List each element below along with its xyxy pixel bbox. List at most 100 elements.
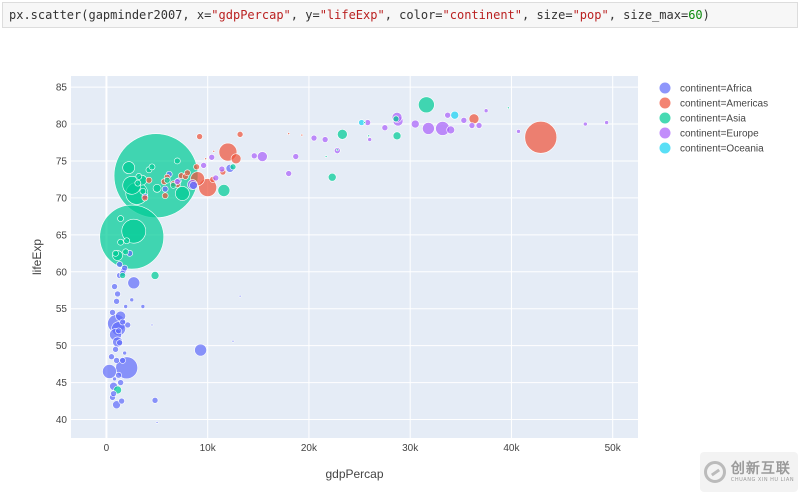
data-point[interactable] xyxy=(324,155,328,158)
data-point[interactable] xyxy=(335,148,339,152)
data-point[interactable] xyxy=(151,397,159,404)
data-point[interactable] xyxy=(422,122,435,135)
data-point[interactable] xyxy=(218,165,226,173)
data-point[interactable] xyxy=(112,346,119,353)
data-point[interactable] xyxy=(229,163,237,171)
data-point[interactable] xyxy=(118,397,125,405)
data-point[interactable] xyxy=(392,131,402,141)
data-point[interactable] xyxy=(193,163,200,171)
legend-label[interactable]: continent=Europe xyxy=(680,129,759,140)
data-point[interactable] xyxy=(418,96,435,114)
legend-marker[interactable] xyxy=(659,112,671,124)
data-point[interactable] xyxy=(321,136,329,143)
data-point[interactable] xyxy=(327,172,337,182)
data-point[interactable] xyxy=(257,151,268,162)
data-point[interactable] xyxy=(285,170,292,177)
data-point[interactable] xyxy=(410,119,420,129)
data-point[interactable] xyxy=(194,343,207,357)
legend-marker[interactable] xyxy=(659,97,671,109)
code-cell[interactable]: px.scatter(gapminder2007, x="gdpPercap",… xyxy=(2,2,798,28)
data-point[interactable] xyxy=(163,176,171,184)
data-point[interactable] xyxy=(114,290,121,298)
data-point[interactable] xyxy=(148,163,156,171)
data-point[interactable] xyxy=(392,115,400,123)
data-point[interactable] xyxy=(123,304,128,309)
data-point[interactable] xyxy=(117,215,124,222)
data-point[interactable] xyxy=(231,339,235,343)
data-points[interactable] xyxy=(99,96,609,424)
data-point[interactable] xyxy=(161,192,169,199)
data-point[interactable] xyxy=(135,173,143,180)
data-point[interactable] xyxy=(524,121,558,154)
legend-marker[interactable] xyxy=(659,82,671,94)
data-point[interactable] xyxy=(113,298,120,305)
data-point[interactable] xyxy=(483,108,489,114)
data-point[interactable] xyxy=(230,153,242,165)
data-point[interactable] xyxy=(111,283,118,290)
data-point[interactable] xyxy=(337,129,348,140)
data-point[interactable] xyxy=(116,261,123,268)
data-point[interactable] xyxy=(112,250,119,257)
data-point[interactable] xyxy=(109,309,116,316)
data-point[interactable] xyxy=(161,185,169,193)
data-point[interactable] xyxy=(212,174,220,182)
data-point[interactable] xyxy=(119,357,126,364)
data-point[interactable] xyxy=(141,194,149,202)
data-point[interactable] xyxy=(140,304,146,309)
data-point[interactable] xyxy=(460,117,468,124)
data-point[interactable] xyxy=(468,113,480,125)
data-point[interactable] xyxy=(507,106,510,110)
data-point[interactable] xyxy=(121,218,147,244)
data-point[interactable] xyxy=(102,364,117,379)
data-point[interactable] xyxy=(250,152,258,160)
data-point[interactable] xyxy=(446,125,455,135)
data-point[interactable] xyxy=(516,129,521,134)
data-point[interactable] xyxy=(116,339,123,346)
data-point[interactable] xyxy=(175,186,190,201)
data-point[interactable] xyxy=(196,133,203,140)
legend-label[interactable]: continent=Africa xyxy=(680,84,752,95)
data-point[interactable] xyxy=(139,187,147,195)
data-point[interactable] xyxy=(310,134,318,142)
data-point[interactable] xyxy=(115,327,122,335)
data-point[interactable] xyxy=(119,272,126,279)
data-point[interactable] xyxy=(124,321,131,329)
data-point[interactable] xyxy=(367,134,370,138)
legend-marker[interactable] xyxy=(659,142,671,154)
data-point[interactable] xyxy=(208,153,216,161)
legend-marker[interactable] xyxy=(659,127,671,139)
data-point[interactable] xyxy=(150,271,160,280)
data-point[interactable] xyxy=(238,294,242,298)
data-point[interactable] xyxy=(152,183,162,193)
data-point[interactable] xyxy=(169,182,177,189)
data-point[interactable] xyxy=(200,162,207,169)
data-point[interactable] xyxy=(174,157,181,165)
data-point[interactable] xyxy=(450,110,460,120)
data-point[interactable] xyxy=(122,248,129,256)
data-point[interactable] xyxy=(112,376,117,382)
data-point[interactable] xyxy=(174,178,181,185)
data-point[interactable] xyxy=(204,157,207,161)
data-point[interactable] xyxy=(583,121,588,127)
data-point[interactable] xyxy=(184,169,191,177)
data-point[interactable] xyxy=(123,237,130,245)
data-point[interactable] xyxy=(117,379,124,386)
legend-label[interactable]: continent=Asia xyxy=(680,114,746,125)
data-point[interactable] xyxy=(604,120,609,125)
data-point[interactable] xyxy=(363,121,366,124)
data-point[interactable] xyxy=(292,153,300,160)
data-point[interactable] xyxy=(127,276,141,290)
data-point[interactable] xyxy=(189,181,198,190)
data-point[interactable] xyxy=(381,124,389,132)
data-point[interactable] xyxy=(212,150,216,153)
legend-label[interactable]: continent=Oceania xyxy=(680,144,764,155)
data-point[interactable] xyxy=(108,353,115,361)
data-point[interactable] xyxy=(115,371,122,379)
data-point[interactable] xyxy=(122,161,136,174)
data-point[interactable] xyxy=(110,390,117,397)
data-point[interactable] xyxy=(468,122,476,129)
data-point[interactable] xyxy=(122,350,127,356)
data-point[interactable] xyxy=(150,323,154,327)
data-point[interactable] xyxy=(112,400,121,410)
data-point[interactable] xyxy=(475,122,483,129)
